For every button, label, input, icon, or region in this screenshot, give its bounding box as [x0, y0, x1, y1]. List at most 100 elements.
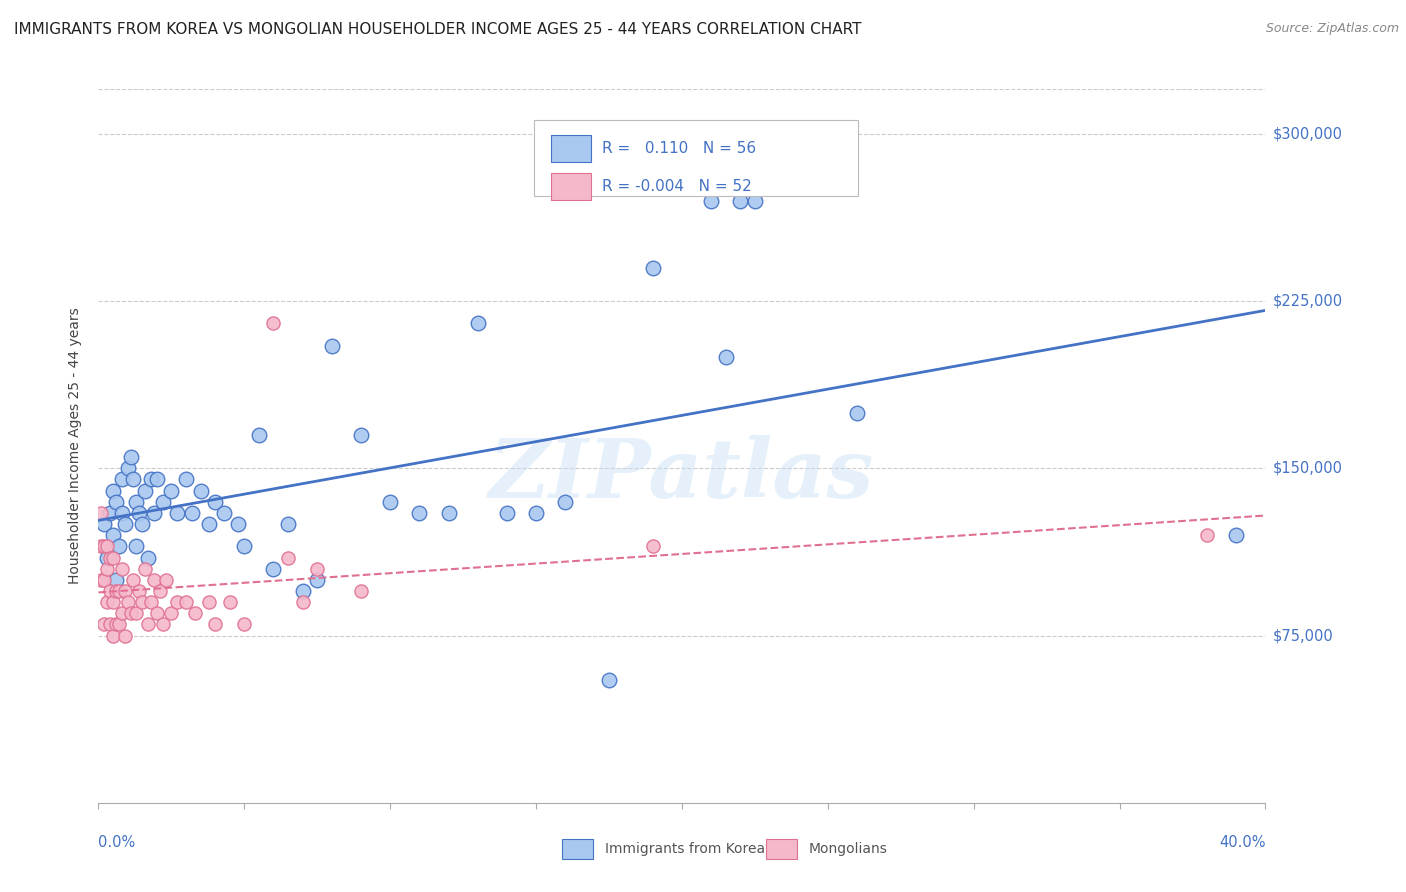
Text: $75,000: $75,000 [1272, 628, 1333, 643]
Point [198, 517, 221, 532]
Point [125, 539, 148, 553]
Text: 40.0%: 40.0% [1219, 836, 1265, 850]
Point [128, 583, 150, 598]
Text: Immigrants from Korea: Immigrants from Korea [605, 842, 765, 856]
Point [98, 617, 121, 632]
Point [93, 517, 115, 532]
Point [142, 506, 165, 520]
Point [190, 483, 212, 498]
Point [101, 628, 124, 642]
Point [117, 461, 139, 475]
Text: $150,000: $150,000 [1272, 461, 1343, 475]
Point [108, 583, 131, 598]
Point [125, 607, 148, 621]
Point [152, 494, 174, 508]
Y-axis label: Householder Income Ages 25 - 44 years: Householder Income Ages 25 - 44 years [69, 308, 83, 584]
Point [845, 405, 868, 419]
Point [149, 583, 172, 598]
Point [700, 194, 723, 208]
Point [277, 517, 299, 532]
Point [155, 573, 177, 587]
Point [204, 494, 226, 508]
Point [101, 595, 124, 609]
Point [166, 506, 188, 520]
Point [101, 550, 124, 565]
Point [101, 528, 124, 542]
Point [212, 506, 235, 520]
Point [142, 573, 165, 587]
Point [180, 506, 202, 520]
Point [174, 473, 197, 487]
Point [277, 550, 299, 565]
Point [134, 483, 156, 498]
Point [437, 506, 460, 520]
Point [90, 573, 112, 587]
Point [136, 550, 159, 565]
Point [104, 617, 127, 632]
Point [160, 483, 183, 498]
Point [262, 316, 284, 330]
Point [104, 583, 127, 598]
Point [114, 628, 136, 642]
Point [1195, 528, 1218, 542]
Point [146, 473, 169, 487]
Point [93, 539, 115, 553]
Point [128, 506, 150, 520]
Point [90, 539, 112, 553]
Text: 0.0%: 0.0% [98, 836, 135, 850]
Point [101, 483, 124, 498]
Point [641, 260, 664, 275]
Point [291, 595, 314, 609]
Point [96, 550, 118, 565]
Point [114, 517, 136, 532]
Point [378, 494, 402, 508]
Point [233, 539, 256, 553]
Point [96, 595, 118, 609]
Point [307, 562, 329, 576]
Point [98, 550, 121, 565]
Point [247, 427, 270, 442]
Point [96, 562, 118, 576]
Point [160, 607, 183, 621]
Point [120, 450, 142, 464]
Point [262, 562, 284, 576]
Point [321, 338, 343, 352]
Text: Mongolians: Mongolians [808, 842, 887, 856]
Point [108, 539, 131, 553]
Point [350, 427, 373, 442]
Point [131, 517, 153, 532]
Point [131, 595, 153, 609]
Point [139, 595, 162, 609]
Point [98, 506, 121, 520]
Point [524, 506, 547, 520]
Point [728, 194, 751, 208]
Text: $300,000: $300,000 [1272, 127, 1343, 141]
Point [98, 583, 121, 598]
Point [152, 617, 174, 632]
Point [495, 506, 517, 520]
Point [350, 583, 373, 598]
Text: IMMIGRANTS FROM KOREA VS MONGOLIAN HOUSEHOLDER INCOME AGES 25 - 44 YEARS CORRELA: IMMIGRANTS FROM KOREA VS MONGOLIAN HOUSE… [14, 22, 862, 37]
Point [744, 194, 766, 208]
Point [111, 473, 134, 487]
Point [117, 595, 139, 609]
Point [1225, 528, 1247, 542]
Point [90, 506, 112, 520]
Point [641, 539, 664, 553]
Point [554, 494, 576, 508]
Point [307, 573, 329, 587]
Point [291, 583, 314, 598]
Text: ZIPatlas: ZIPatlas [489, 434, 875, 515]
Point [134, 562, 156, 576]
Point [104, 494, 127, 508]
Point [467, 316, 489, 330]
Point [233, 617, 256, 632]
Point [228, 517, 250, 532]
Point [111, 607, 134, 621]
Point [166, 595, 188, 609]
Point [93, 617, 115, 632]
Point [714, 350, 737, 364]
Point [93, 573, 115, 587]
Text: R = -0.004   N = 52: R = -0.004 N = 52 [602, 179, 752, 194]
Point [111, 562, 134, 576]
